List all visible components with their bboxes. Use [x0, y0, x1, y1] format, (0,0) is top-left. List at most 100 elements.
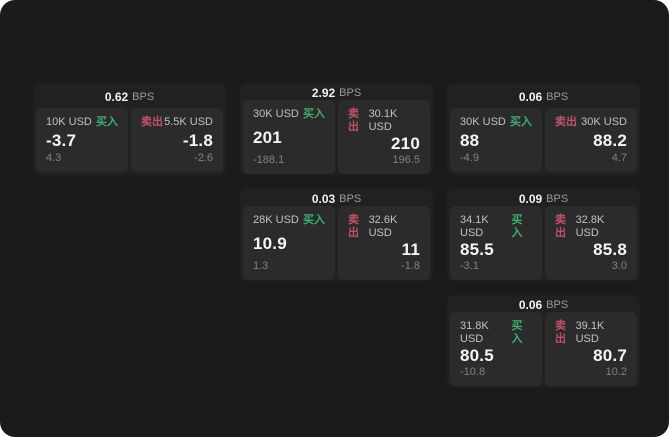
quote-card: 0.03 BPS 28K USD 买入 10.9 1.3 卖出 32.6K US…	[240, 189, 433, 281]
sell-pane-top: 卖出 39.1K USD	[555, 320, 627, 346]
bps-header: 2.92 BPS	[243, 86, 430, 100]
buy-pane-top: 31.8K USD 买入	[460, 320, 532, 346]
sell-pane-top: 卖出 32.6K USD	[348, 214, 420, 240]
sell-pane-top: 卖出 32.8K USD	[555, 214, 627, 240]
bps-unit: BPS	[546, 91, 569, 103]
buy-sub-value: -4.9	[460, 152, 479, 164]
bps-header: 0.06 BPS	[450, 298, 637, 312]
bps-value: 0.03	[311, 192, 336, 206]
buy-amount: 30K USD	[460, 116, 506, 128]
buy-side-label: 买入	[511, 214, 523, 239]
quote-panes: 10K USD 买入 -3.7 4.3 卖出 5.5K USD -1.8 -2.…	[36, 108, 223, 172]
buy-side-label: 买入	[510, 116, 532, 128]
sell-side-label: 卖出	[141, 116, 163, 128]
sell-sub-value: 196.5	[392, 154, 420, 166]
buy-amount: 30K USD	[253, 108, 299, 120]
buy-price: 85.5	[460, 240, 494, 259]
buy-price: 88	[460, 130, 480, 150]
buy-side-label: 买入	[96, 116, 118, 128]
buy-pane-top: 30K USD 买入	[253, 108, 325, 121]
buy-pane[interactable]: 28K USD 买入 10.9 1.3	[243, 206, 335, 280]
bps-value: 0.09	[518, 192, 543, 206]
buy-pane[interactable]: 30K USD 买入 88 -4.9	[450, 108, 542, 172]
sell-pane-top: 卖出 30.1K USD	[348, 108, 420, 134]
buy-side-label: 买入	[303, 108, 325, 120]
buy-pane-top: 28K USD 买入	[253, 214, 325, 227]
sell-pane[interactable]: 卖出 30.1K USD 210 196.5	[338, 100, 430, 174]
buy-price: 10.9	[253, 233, 287, 253]
sell-pane[interactable]: 卖出 32.8K USD 85.8 3.0	[545, 206, 637, 280]
sell-side-label: 卖出	[555, 320, 566, 345]
bps-value: 0.06	[518, 298, 543, 312]
bps-unit: BPS	[132, 91, 155, 103]
sell-price: 88.2	[593, 130, 627, 150]
bps-value: 2.92	[311, 86, 336, 100]
buy-price: 201	[253, 127, 282, 147]
quote-panes: 30K USD 买入 201 -188.1 卖出 30.1K USD 210 1…	[243, 100, 430, 174]
buy-sub-value: 4.3	[46, 152, 62, 164]
quote-card: 0.06 BPS 31.8K USD 买入 80.5 -10.8 卖出 39.1…	[447, 295, 640, 387]
sell-side-label: 卖出	[348, 108, 359, 133]
buy-pane[interactable]: 34.1K USD 买入 85.5 -3.1	[450, 206, 542, 280]
buy-amount: 34.1K USD	[460, 214, 489, 239]
buy-pane-top: 10K USD 买入	[46, 116, 118, 129]
quote-panes: 30K USD 买入 88 -4.9 卖出 30K USD 88.2 4.7	[450, 108, 637, 172]
buy-sub-value: -10.8	[460, 366, 486, 378]
bps-unit: BPS	[546, 299, 569, 311]
buy-pane[interactable]: 30K USD 买入 201 -188.1	[243, 100, 335, 174]
sell-amount: 39.1K USD	[575, 320, 605, 345]
buy-pane[interactable]: 10K USD 买入 -3.7 4.3	[36, 108, 128, 172]
buy-sub-value: 1.3	[253, 260, 269, 272]
bps-unit: BPS	[339, 87, 362, 99]
buy-sub-value: -3.1	[460, 260, 479, 272]
sell-pane[interactable]: 卖出 39.1K USD 80.7 10.2	[545, 312, 637, 386]
buy-pane-top: 34.1K USD 买入	[460, 214, 532, 240]
quotes-grid: 0.62 BPS 10K USD 买入 -3.7 4.3 卖出 5.5K USD…	[33, 83, 640, 387]
sell-sub-value: 4.7	[611, 152, 627, 164]
sell-side-label: 卖出	[555, 214, 566, 239]
bps-unit: BPS	[546, 193, 569, 205]
sell-amount: 32.6K USD	[368, 214, 398, 239]
bps-unit: BPS	[339, 193, 362, 205]
sell-amount: 30.1K USD	[368, 108, 398, 133]
quote-card: 0.06 BPS 30K USD 买入 88 -4.9 卖出 30K USD 8…	[447, 83, 640, 175]
sell-pane[interactable]: 卖出 30K USD 88.2 4.7	[545, 108, 637, 172]
sell-price: 85.8	[593, 240, 627, 259]
sell-sub-value: 3.0	[611, 260, 627, 272]
sell-amount: 30K USD	[581, 116, 627, 128]
buy-price: -3.7	[46, 130, 77, 150]
sell-price: 80.7	[593, 346, 627, 365]
sell-pane-top: 卖出 5.5K USD	[141, 116, 213, 129]
sell-price: -1.8	[182, 130, 213, 150]
bps-header: 0.62 BPS	[36, 86, 223, 108]
sell-price: 11	[401, 240, 420, 259]
sell-amount: 32.8K USD	[575, 214, 605, 239]
buy-side-label: 买入	[303, 214, 325, 226]
quote-card: 0.09 BPS 34.1K USD 买入 85.5 -3.1 卖出 32.8K…	[447, 189, 640, 281]
quote-card: 0.62 BPS 10K USD 买入 -3.7 4.3 卖出 5.5K USD…	[33, 83, 226, 175]
sell-side-label: 卖出	[555, 116, 577, 128]
bps-value: 0.06	[518, 90, 543, 104]
quote-panes: 31.8K USD 买入 80.5 -10.8 卖出 39.1K USD 80.…	[450, 312, 637, 386]
sell-pane[interactable]: 卖出 32.6K USD 11 -1.8	[338, 206, 430, 280]
sell-amount: 5.5K USD	[164, 116, 213, 128]
buy-amount: 31.8K USD	[460, 320, 489, 345]
sell-sub-value: -1.8	[401, 260, 420, 272]
sell-pane[interactable]: 卖出 5.5K USD -1.8 -2.6	[131, 108, 223, 172]
sell-pane-top: 卖出 30K USD	[555, 116, 627, 129]
bps-header: 0.03 BPS	[243, 192, 430, 206]
buy-pane[interactable]: 31.8K USD 买入 80.5 -10.8	[450, 312, 542, 386]
bps-value: 0.62	[104, 90, 129, 104]
buy-amount: 10K USD	[46, 116, 92, 128]
sell-side-label: 卖出	[348, 214, 359, 239]
bps-header: 0.09 BPS	[450, 192, 637, 206]
sell-sub-value: 10.2	[605, 366, 627, 378]
buy-amount: 28K USD	[253, 214, 299, 226]
quote-panes: 34.1K USD 买入 85.5 -3.1 卖出 32.8K USD 85.8…	[450, 206, 637, 280]
quote-card: 2.92 BPS 30K USD 买入 201 -188.1 卖出 30.1K …	[240, 83, 433, 175]
quote-panes: 28K USD 买入 10.9 1.3 卖出 32.6K USD 11 -1.8	[243, 206, 430, 280]
bps-header: 0.06 BPS	[450, 86, 637, 108]
buy-pane-top: 30K USD 买入	[460, 116, 532, 129]
buy-price: 80.5	[460, 346, 494, 365]
